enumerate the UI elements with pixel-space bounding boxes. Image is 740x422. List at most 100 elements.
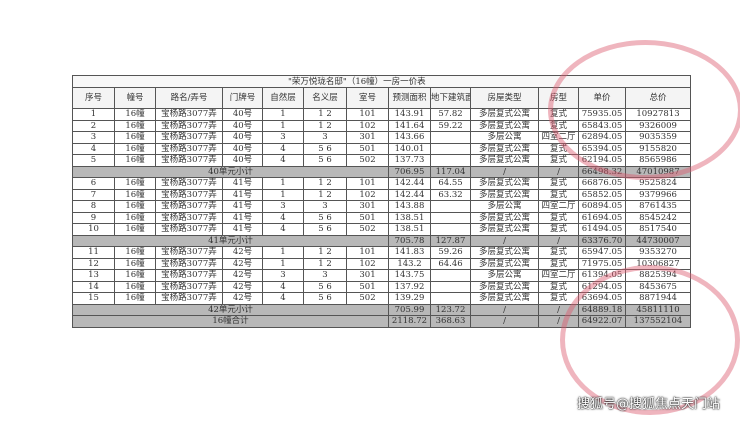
table-cell: 3 (262, 269, 304, 282)
table-cell: 40号 (222, 119, 263, 132)
table-cell: 9 (72, 211, 115, 224)
subtotal-label: 40单元小计 (72, 165, 389, 178)
table-cell: 502 (346, 154, 389, 167)
table-cell: 多层复式公寓 (470, 188, 539, 201)
table-cell: 3 (303, 131, 347, 144)
table-cell: 4 (262, 223, 304, 236)
table-cell: 宝杨路3077弄 (155, 119, 223, 132)
table-cell: 101 (346, 108, 389, 121)
table-cell: 10306827 (625, 257, 691, 270)
column-header: 门牌号 (222, 87, 263, 109)
table-cell: 四室二厅 (538, 131, 579, 144)
table-cell (430, 200, 471, 213)
table-cell: 141.83 (388, 246, 431, 259)
table-cell: 16幢 (114, 246, 156, 259)
table-cell: 102 (346, 119, 389, 132)
column-header: 幢号 (114, 87, 156, 109)
table-cell: 40号 (222, 131, 263, 144)
table-cell: 16幢 (114, 119, 156, 132)
column-header: 室号 (346, 87, 389, 109)
table-cell: 复式 (538, 257, 579, 270)
column-header: 预测面积 (388, 87, 431, 109)
table-cell: 60894.05 (578, 200, 626, 213)
table-cell: 16幢 (114, 154, 156, 167)
table-cell: 8517540 (625, 223, 691, 236)
table-cell: 多层复式公寓 (470, 292, 539, 305)
table-cell (430, 142, 471, 155)
table-cell: 多层复式公寓 (470, 108, 539, 121)
subtotal-label: 41单元小计 (72, 234, 389, 247)
subtotal-price: 66498.32 (578, 165, 626, 178)
table-cell: 1 (262, 188, 304, 201)
table-row: 8 16幢 宝杨路3077弄 41号 3 3 301 143.88 多层公寓 四室二厅 60894.… (72, 200, 691, 213)
table-cell: 多层复式公寓 (470, 223, 539, 236)
table-row: 5 16幢 宝杨路3077弄 40号 4 5 6 502 137.73 多层复式公寓 复式 6219… (72, 154, 691, 167)
subtotal-under: 123.72 (430, 303, 471, 316)
table-cell: 宝杨路3077弄 (155, 154, 223, 167)
table-cell: 137.73 (388, 154, 431, 167)
table-cell: 61494.05 (578, 223, 626, 236)
table-row: 12 16幢 宝杨路3077弄 42号 1 1 2 102 143.2 64.46 多层复式公寓复… (72, 257, 691, 270)
table-cell: 10 (72, 223, 115, 236)
table-row: 2 16幢 宝杨路3077弄 40号 1 1 2 102 141.64 59.22 多层复式公寓复… (72, 119, 691, 132)
subtotal-layout: / (538, 234, 579, 247)
table-cell: 41号 (222, 177, 263, 190)
table-cell: 5 (72, 154, 115, 167)
table-cell: 1 (262, 257, 304, 270)
table-cell: 59.26 (430, 246, 471, 259)
table-cell: 65947.05 (578, 246, 626, 259)
table-cell: 501 (346, 211, 389, 224)
table-cell: 61294.05 (578, 280, 626, 293)
table-cell: 301 (346, 269, 389, 282)
table-cell: 7 (72, 188, 115, 201)
table-cell: 62194.05 (578, 154, 626, 167)
table-cell: 63694.05 (578, 292, 626, 305)
table-cell: 14 (72, 280, 115, 293)
table-cell: 101 (346, 177, 389, 190)
table-cell: 16幢 (114, 142, 156, 155)
table-cell (430, 211, 471, 224)
table-cell: 41号 (222, 188, 263, 201)
table-cell: 16幢 (114, 269, 156, 282)
table-cell (430, 154, 471, 167)
table-cell: 4 (72, 142, 115, 155)
table-cell: 6 (72, 177, 115, 190)
table-cell: 5 6 (303, 211, 347, 224)
subtotal-area: 705.99 (388, 303, 431, 316)
table-cell: 143.2 (388, 257, 431, 270)
subtotal-layout: / (538, 303, 579, 316)
table-cell (430, 280, 471, 293)
table-cell: 多层复式公寓 (470, 177, 539, 190)
subtotal-price: 63376.70 (578, 234, 626, 247)
table-cell: 宝杨路3077弄 (155, 269, 223, 282)
subtotal-price: 64922.07 (578, 315, 626, 328)
table-cell: 多层复式公寓 (470, 257, 539, 270)
subtotal-total: 47010987 (625, 165, 691, 178)
subtotal-area: 2118.72 (388, 315, 431, 328)
table-cell: 41号 (222, 211, 263, 224)
table-cell: 62894.05 (578, 131, 626, 144)
table-cell: 1 (262, 177, 304, 190)
table-cell: 4 (262, 154, 304, 167)
table-row: 11 16幢 宝杨路3077弄 42号 1 1 2 101 141.83 59.26 多层复式公寓… (72, 246, 691, 259)
watermark: 搜狐号@搜狐焦点天门站 (576, 397, 720, 412)
table-cell: 复式 (538, 177, 579, 190)
table-cell: 宝杨路3077弄 (155, 211, 223, 224)
table-cell: 1 (262, 246, 304, 259)
subtotal-under: 127.87 (430, 234, 471, 247)
table-cell: 16幢 (114, 211, 156, 224)
table-cell: 复式 (538, 108, 579, 121)
table-cell: 1 2 (303, 119, 347, 132)
table-cell: 宝杨路3077弄 (155, 292, 223, 305)
subtotal-total: 44730007 (625, 234, 691, 247)
table-cell (430, 131, 471, 144)
table-cell: 143.91 (388, 108, 431, 121)
table-row: 3 16幢 宝杨路3077弄 40号 3 3 301 143.66 多层公寓 四室二厅 62894.… (72, 131, 691, 144)
subtotal-type: / (470, 234, 539, 247)
table-cell: 8 (72, 200, 115, 213)
table-cell: 5 6 (303, 292, 347, 305)
table-row: 9 16幢 宝杨路3077弄 41号 4 5 6 501 138.51 多层复式公寓 复式 6169… (72, 211, 691, 224)
subtotal-under: 368.63 (430, 315, 471, 328)
subtotal-total: 137552104 (625, 315, 691, 328)
table-cell: 65843.05 (578, 119, 626, 132)
